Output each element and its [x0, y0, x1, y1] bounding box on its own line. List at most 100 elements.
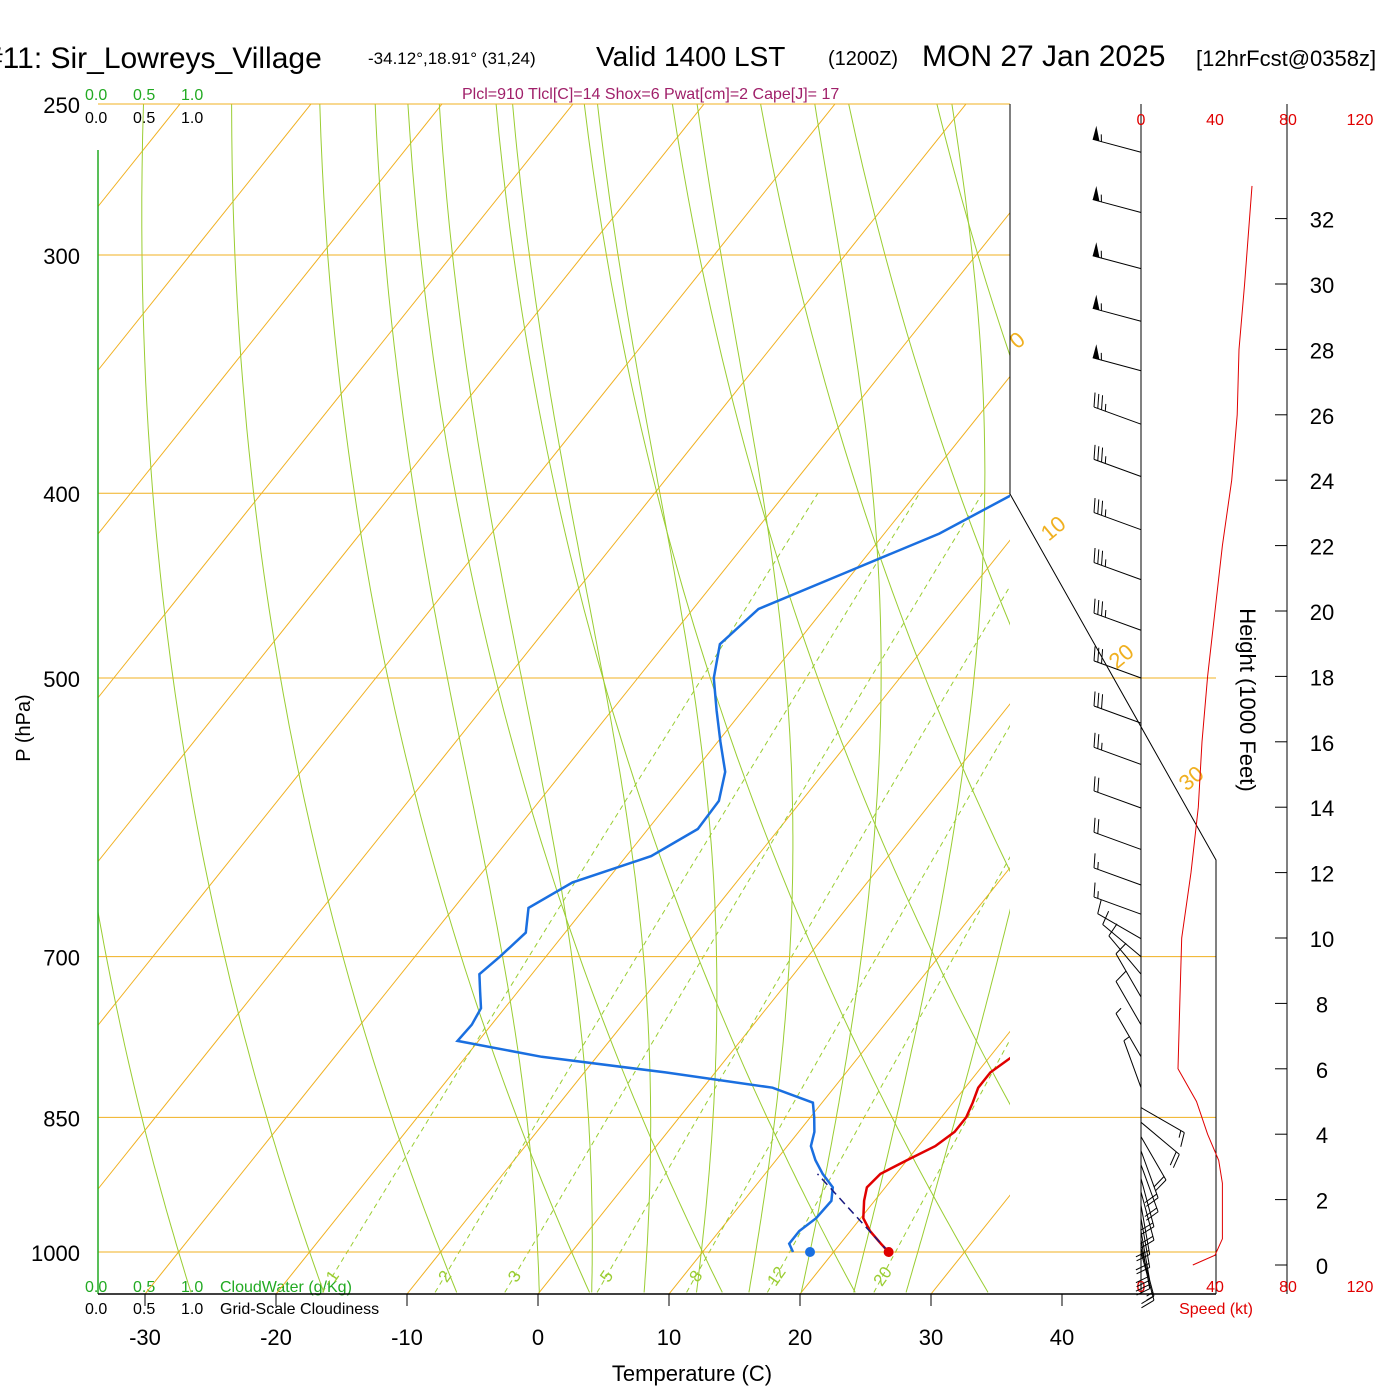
wind-barb-staff — [1140, 1251, 1155, 1301]
height-tick-label-10: 10 — [1310, 927, 1334, 952]
x-tick-label-0: 0 — [532, 1325, 544, 1350]
wind-barb-half — [1104, 403, 1107, 412]
wind-barb — [1140, 1107, 1185, 1147]
speed-tick-bottom-40: 40 — [1206, 1279, 1224, 1296]
wind-barb — [1093, 853, 1142, 886]
moist-adiabat-4 — [438, 104, 593, 1293]
isotherm-20 — [799, 1030, 1010, 1294]
moist-adiabat-24 — [853, 104, 986, 1293]
cloud-bottom-green-2: 1.0 — [181, 1279, 203, 1296]
surface-dewpoint-dot — [805, 1247, 816, 1257]
wind-barb-staff — [1140, 1136, 1167, 1181]
wind-barb-full — [1097, 499, 1100, 514]
wind-barb-staff — [1093, 660, 1142, 679]
dry-adiabat-20 — [495, 104, 856, 1293]
mixing-ratio-line-5 — [596, 585, 1010, 1293]
mixing-ratio-label-5: 5 — [596, 1267, 617, 1286]
wind-barb — [1140, 1251, 1155, 1309]
valid-time: Valid 1400 LST — [596, 41, 785, 72]
wind-barb-staff — [1093, 705, 1142, 724]
wind-barb-full — [1097, 899, 1102, 914]
isotherm--70 — [98, 104, 574, 699]
wind-barb-full — [1101, 649, 1104, 664]
isotherm--90 — [98, 104, 312, 372]
wind-barb-staff — [1140, 1178, 1155, 1227]
wind-barb-full — [1093, 882, 1096, 898]
dewpoint-line — [455, 494, 1010, 1253]
wind-barb-full — [1097, 734, 1100, 749]
wind-barb-pennant — [1092, 242, 1100, 258]
wind-barb-pennant — [1092, 125, 1100, 142]
wind-barb-full — [1115, 970, 1127, 982]
wind-barb-full — [1136, 1279, 1150, 1288]
wind-barb-half — [1104, 609, 1107, 618]
mixing-ratio-line-2 — [434, 492, 921, 1293]
y-tick-label-500: 500 — [43, 667, 80, 692]
x-axis-title: Temperature (C) — [612, 1361, 772, 1386]
cloud-top-black-0: 0.0 — [85, 110, 107, 127]
wind-barb-staff — [1115, 1013, 1142, 1058]
mixing-ratio-line-1 — [322, 492, 819, 1293]
height-tick-label-4: 4 — [1316, 1123, 1328, 1148]
dry-adiabat-10 — [407, 104, 723, 1293]
x-tick-label--10: -10 — [391, 1325, 423, 1350]
cloud-top-green-2: 1.0 — [181, 87, 203, 104]
wind-barb-staff — [1140, 1191, 1155, 1241]
speed-tick-top-40: 40 — [1206, 112, 1224, 129]
wind-barb-full — [1097, 549, 1100, 564]
wind-barb-pennant — [1092, 186, 1100, 202]
wind-barb-full — [1093, 598, 1096, 614]
wind-barb — [1093, 444, 1142, 477]
temperature-line — [862, 1056, 1010, 1253]
upper-isotherm-label-20: 20 — [1104, 639, 1139, 674]
wind-barb — [1092, 344, 1142, 372]
wind-barb-staff — [1140, 1205, 1151, 1255]
y-tick-label-1000: 1000 — [31, 1241, 80, 1266]
wind-barb-full — [1102, 910, 1110, 925]
wind-barb — [1123, 1035, 1142, 1088]
wind-barb — [1093, 646, 1142, 679]
speed-tick-bottom-80: 80 — [1279, 1279, 1297, 1296]
height-tick-label-12: 12 — [1310, 862, 1334, 887]
wind-barb-staff — [1093, 896, 1142, 915]
wind-barb-staff — [1140, 1121, 1180, 1155]
wind-barb — [1093, 882, 1142, 915]
wind-barb-full — [1115, 942, 1127, 955]
wind-barb-half — [1104, 559, 1107, 567]
stability-indices: Plcl=910 Tlcl[C]=14 Shox=6 Pwat[cm]=2 Ca… — [462, 86, 839, 103]
wind-barb-pennant — [1092, 294, 1100, 311]
wind-barb-full — [1097, 599, 1100, 615]
isotherm-10 — [668, 866, 1010, 1294]
wind-barb-staff — [1140, 1230, 1151, 1281]
wind-barb-staff — [1140, 1150, 1159, 1198]
wind-barb-full — [1093, 498, 1096, 513]
height-tick-label-24: 24 — [1310, 469, 1334, 494]
y-tick-label-300: 300 — [43, 244, 80, 269]
y-tick-label-850: 850 — [43, 1106, 80, 1131]
mixing-ratio-label-12: 12 — [763, 1263, 789, 1289]
moist-adiabat-12 — [596, 104, 718, 1293]
height-tick-label-18: 18 — [1310, 665, 1334, 690]
x-tick-label--20: -20 — [260, 1325, 292, 1350]
wind-barb-full — [1093, 853, 1096, 868]
wind-barb-staff — [1092, 307, 1142, 322]
profiles-clip-group — [455, 494, 1010, 1253]
wind-barb-full — [1136, 1288, 1150, 1296]
isotherm-40 — [1062, 104, 1400, 1294]
isotherm--20 — [275, 375, 1010, 1294]
wind-barb-staff — [1140, 1107, 1185, 1134]
x-tick-label-40: 40 — [1050, 1325, 1074, 1350]
dry-adiabat-80 — [1016, 70, 1400, 1292]
height-tick-label-20: 20 — [1310, 600, 1334, 625]
wind-barb-half — [1097, 861, 1099, 870]
wind-barb-staff — [1093, 458, 1142, 477]
height-tick-label-22: 22 — [1310, 535, 1334, 560]
wind-barb-half — [1101, 742, 1103, 751]
height-tick-label-26: 26 — [1310, 404, 1334, 429]
wind-barb-half — [1123, 1035, 1131, 1042]
y-tick-label-700: 700 — [43, 946, 80, 971]
wind-barb-full — [1101, 500, 1104, 516]
wind-barb-staff — [1108, 935, 1142, 975]
wind-barb — [1093, 776, 1142, 809]
